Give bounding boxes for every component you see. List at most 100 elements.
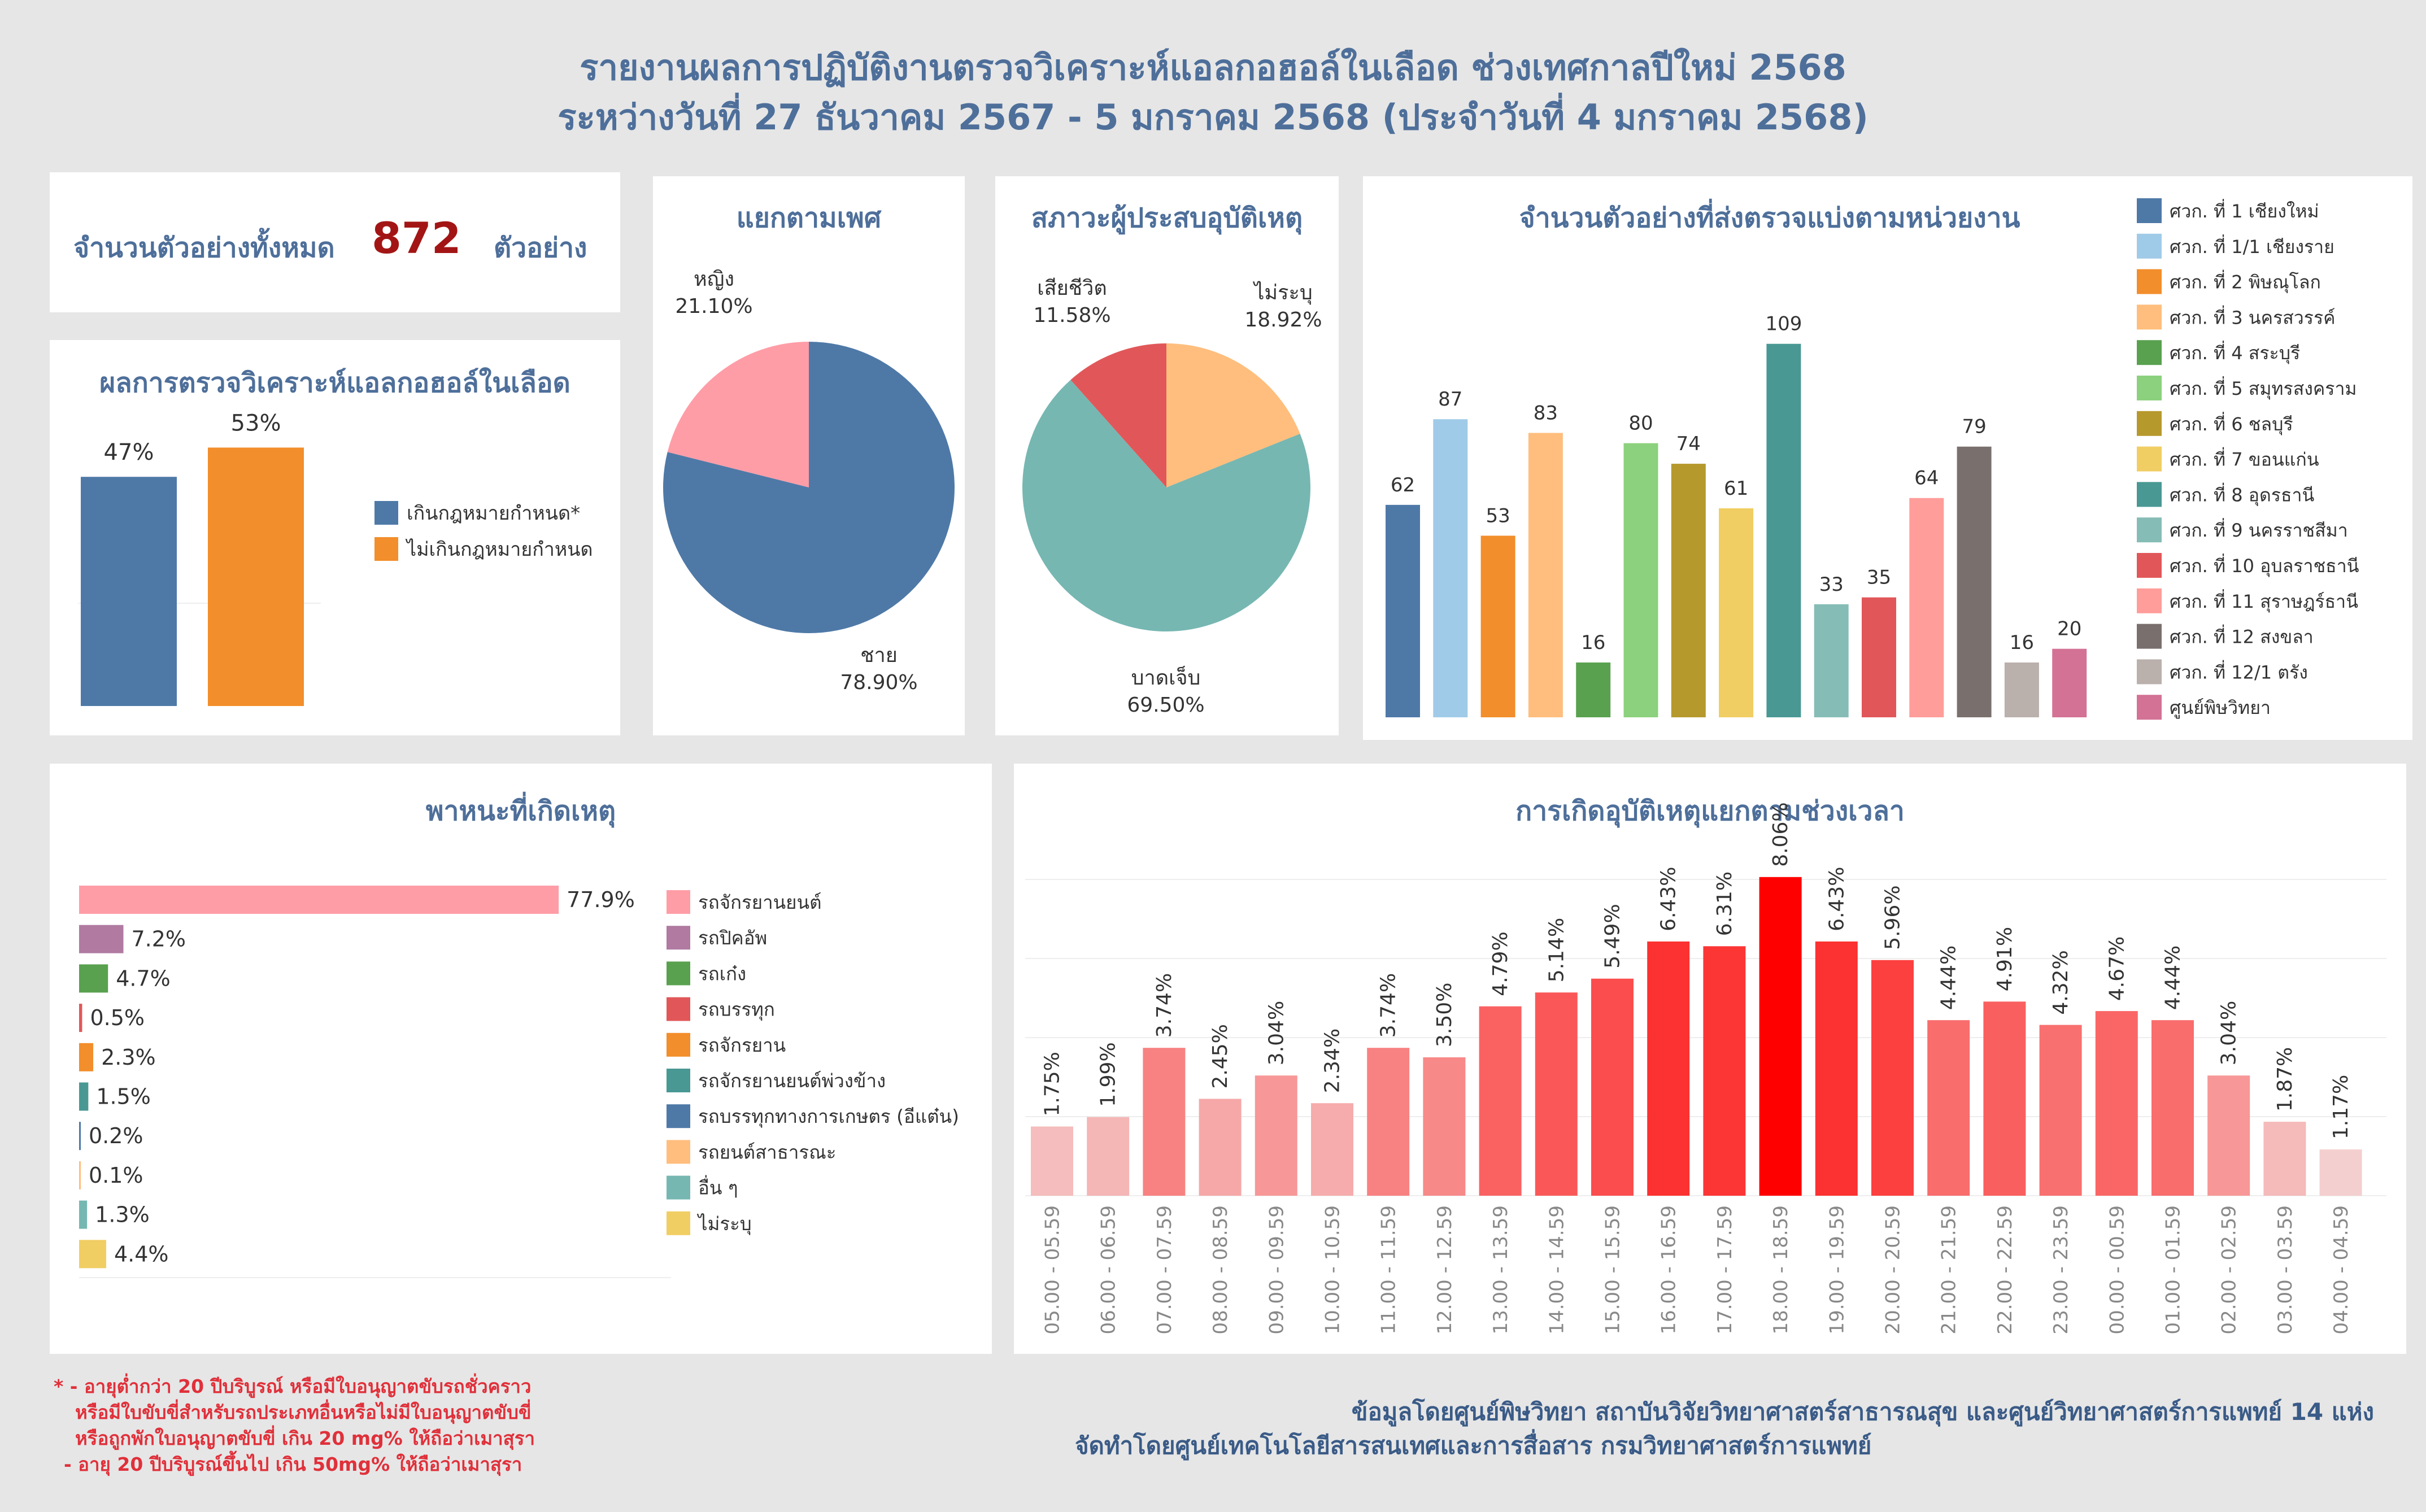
- unit-legend-label-8: ศวก. ที่ 8 อุดรธานี: [2170, 482, 2314, 506]
- vehicle-bar-8: [79, 1200, 88, 1229]
- unit-bar-label-14: 20: [2057, 618, 2081, 640]
- vehicle-legend-label-1: รถปิคอัพ: [698, 927, 767, 949]
- time-tick-label-5: 10.00 - 10.59: [1322, 1205, 1344, 1335]
- time-tick-label-1: 06.00 - 06.59: [1097, 1205, 1120, 1335]
- time-bar-2: [1143, 1048, 1186, 1196]
- time-tick-label-14: 19.00 - 19.59: [1826, 1205, 1848, 1335]
- time-tick-label-16: 21.00 - 21.59: [1938, 1205, 1961, 1335]
- time-bar-0: [1031, 1126, 1073, 1196]
- time-bar-17: [1983, 1001, 2026, 1196]
- time-bar-16: [1927, 1020, 1970, 1196]
- unit-legend-swatch-2: [2137, 269, 2162, 294]
- footnote-line-1: * - อายุต่ำกว่า 20 ปีบริบูรณ์ หรือมีใบอน…: [54, 1375, 532, 1397]
- alcohol-result-title: ผลการตรวจวิเคราะห์แอลกอฮอล์ในเลือด: [99, 367, 570, 399]
- summary-panel: จำนวนตัวอย่างทั้งหมด 872 ตัวอย่าง: [50, 172, 620, 312]
- unit-legend-label-10: ศวก. ที่ 10 อุบลราชธานี: [2170, 554, 2359, 577]
- time-tick-label-2: 07.00 - 07.59: [1153, 1205, 1176, 1335]
- vehicle-bar-label-8: 1.3%: [95, 1202, 150, 1227]
- time-tick-label-3: 08.00 - 08.59: [1209, 1205, 1232, 1335]
- vehicles-title: พาหนะที่เกิดเหตุ: [425, 795, 616, 827]
- time-tick-label-4: 09.00 - 09.59: [1265, 1205, 1288, 1335]
- time-tick-label-13: 18.00 - 18.59: [1770, 1205, 1792, 1335]
- unit-bar-label-7: 61: [1724, 477, 1748, 500]
- time-bar-23: [2319, 1149, 2362, 1196]
- time-tick-label-23: 04.00 - 04.59: [2330, 1205, 2353, 1335]
- unit-bar-label-4: 16: [1581, 631, 1605, 654]
- vehicle-bar-label-1: 7.2%: [131, 927, 186, 952]
- pie-slice-1: [663, 342, 955, 633]
- time-tick-label-21: 02.00 - 02.59: [2218, 1205, 2241, 1335]
- time-tick-label-12: 17.00 - 17.59: [1714, 1205, 1736, 1335]
- bar-value-label-0: 47%: [104, 439, 154, 465]
- vehicle-bar-6: [79, 1122, 81, 1151]
- vehicle-legend-swatch-3: [667, 997, 690, 1021]
- samples-by-unit-chart: 62 87 53 83 16 80 74 61 109 33 35 64 79 16 20 ศวก. ที่ …: [1386, 198, 2359, 720]
- unit-legend-label-11: ศวก. ที่ 11 สุราษฎร์ธานี: [2170, 589, 2358, 613]
- vehicle-legend-label-9: ไม่ระบุ: [696, 1213, 752, 1235]
- time-bar-label-5: 2.34%: [1321, 1029, 1344, 1093]
- pie-slice-2: [1070, 343, 1166, 487]
- legend-label-1: ไม่เกินกฎหมายกำหนด: [405, 538, 593, 561]
- vehicle-bar-4: [79, 1043, 94, 1071]
- summary-value: 872: [372, 213, 461, 263]
- unit-bar-14: [2052, 648, 2087, 717]
- unit-bar-label-0: 62: [1391, 474, 1415, 496]
- report-title-line1: รายงานผลการปฏิบัติงานตรวจวิเคราะห์แอลกอฮ…: [580, 47, 1846, 88]
- unit-bar-label-10: 35: [1867, 567, 1891, 589]
- vehicle-legend-swatch-0: [667, 890, 690, 914]
- vehicle-legend-label-3: รถบรรทุก: [698, 999, 775, 1021]
- time-bar-label-18: 4.32%: [2049, 950, 2072, 1014]
- unit-legend-label-7: ศวก. ที่ 7 ขอนแก่น: [2170, 447, 2319, 470]
- time-bar-18: [2039, 1025, 2082, 1196]
- time-bar-label-22: 1.87%: [2273, 1047, 2297, 1112]
- vehicle-legend-swatch-7: [667, 1140, 690, 1164]
- vehicle-bar-label-4: 2.3%: [101, 1045, 156, 1070]
- source-credit: ข้อมูลโดยศูนย์พิษวิทยา สถาบันวิจัยวิทยาศ…: [1075, 1395, 2374, 1463]
- vehicle-bar-7: [79, 1161, 81, 1189]
- unit-legend-label-9: ศวก. ที่ 9 นครราชสีมา: [2170, 518, 2348, 541]
- vehicle-bar-label-9: 4.4%: [114, 1241, 169, 1266]
- unit-bar-0: [1386, 504, 1420, 717]
- unit-bar-10: [1862, 597, 1896, 717]
- unit-legend-swatch-0: [2137, 198, 2162, 223]
- unit-bar-label-9: 33: [1819, 573, 1844, 596]
- time-bar-label-19: 4.67%: [2105, 936, 2128, 1001]
- samples-by-unit-title: จำนวนตัวอย่างที่ส่งตรวจแบ่งตามหน่วยงาน: [1519, 202, 2020, 234]
- time-bar-6: [1367, 1048, 1410, 1196]
- unit-bar-13: [2004, 662, 2039, 717]
- unit-legend-swatch-9: [2137, 517, 2162, 543]
- vehicle-bar-3: [79, 1004, 82, 1032]
- unit-bar-9: [1814, 604, 1849, 717]
- unit-bar-label-8: 109: [1765, 313, 1802, 335]
- unit-legend-swatch-1: [2137, 233, 2162, 259]
- time-bar-label-8: 4.79%: [1489, 931, 1512, 996]
- gender-panel: แยกตามเพศ หญิง 21.10% ชาย 78.90%: [653, 176, 965, 735]
- unit-bar-3: [1528, 433, 1563, 717]
- time-bar-label-11: 6.43%: [1657, 867, 1680, 931]
- gender-pie-chart: หญิง 21.10% ชาย 78.90%: [663, 268, 955, 694]
- unit-legend-swatch-8: [2137, 482, 2162, 507]
- time-bar-19: [2095, 1011, 2138, 1196]
- vehicle-legend-swatch-1: [667, 926, 690, 950]
- time-bar-label-7: 3.50%: [1433, 983, 1456, 1047]
- source-line-1: ข้อมูลโดยศูนย์พิษวิทยา สถาบันวิจัยวิทยาศ…: [1351, 1398, 2374, 1426]
- unit-bar-label-11: 64: [1914, 467, 1939, 490]
- unit-bar-6: [1671, 464, 1706, 717]
- time-tick-label-15: 20.00 - 20.59: [1882, 1205, 1905, 1335]
- unit-legend-label-6: ศวก. ที่ 6 ชลบุรี: [2170, 412, 2293, 435]
- unit-legend-swatch-4: [2137, 340, 2162, 365]
- vehicle-legend-label-6: รถบรรทุกทางการเกษตร (อีแต๋น): [698, 1105, 959, 1128]
- pie-slice-1: [1022, 380, 1310, 631]
- victim-status-panel: สภาวะผู้ประสบอุบัติเหตุ ไม่ระบุ 18.92% บาด…: [995, 176, 1339, 735]
- samples-by-unit-panel: จำนวนตัวอย่างที่ส่งตรวจแบ่งตามหน่วยงาน 6…: [1363, 176, 2412, 740]
- unit-legend-label-0: ศวก. ที่ 1 เชียงใหม่: [2170, 199, 2319, 222]
- vehicle-legend-swatch-9: [667, 1211, 690, 1235]
- vehicle-bar-1: [79, 925, 124, 953]
- unit-bar-11: [1909, 498, 1944, 717]
- vehicle-legend-label-5: รถจักรยานยนต์พ่วงข้าง: [698, 1070, 886, 1092]
- unit-bar-label-5: 80: [1628, 412, 1653, 435]
- time-bar-8: [1479, 1006, 1522, 1196]
- unit-bar-label-3: 83: [1534, 402, 1558, 424]
- unit-legend-swatch-14: [2137, 695, 2162, 720]
- time-bar-label-14: 6.43%: [1825, 867, 1848, 931]
